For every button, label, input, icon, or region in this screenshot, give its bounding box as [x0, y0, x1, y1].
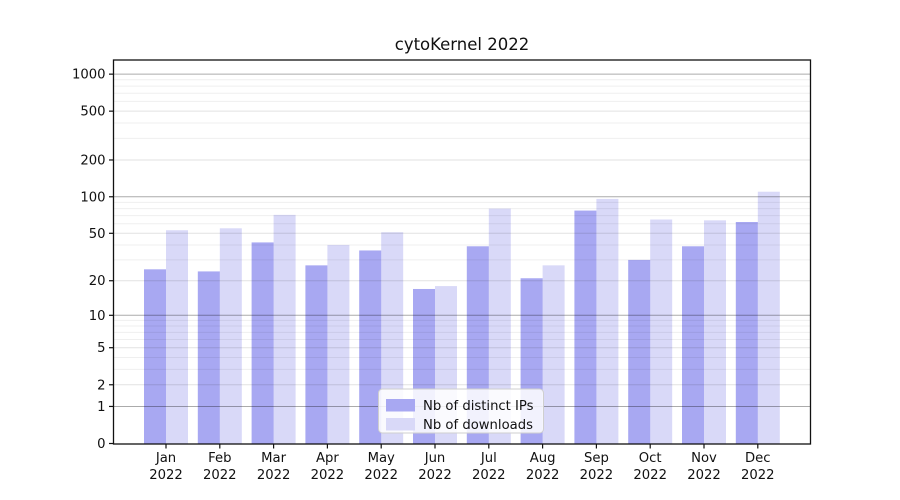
bar-distinct-ips-oct	[628, 259, 651, 444]
legend-label: Nb of downloads	[423, 418, 533, 433]
x-tick-label-month: Jul	[480, 451, 497, 466]
y-tick-label: 1000	[72, 68, 106, 83]
bar-downloads-oct	[650, 219, 673, 444]
bar-downloads-mar	[273, 214, 296, 444]
x-tick-label-month: Jan	[155, 451, 176, 466]
bar-downloads-jan	[166, 230, 188, 444]
x-tick-label-month: Apr	[316, 451, 339, 466]
bar-distinct-ips-feb	[197, 271, 220, 444]
bar-downloads-dec	[757, 191, 780, 444]
bar-distinct-ips-mar	[251, 242, 274, 444]
y-tick-label: 100	[80, 190, 105, 205]
y-tick-label: 10	[89, 309, 106, 324]
y-tick-label: 50	[89, 227, 106, 242]
x-tick-label-month: Jun	[424, 451, 446, 466]
x-tick-label-year: 2022	[526, 468, 560, 483]
y-tick-label: 500	[80, 105, 105, 120]
legend-swatch-distinct-ips	[386, 399, 415, 412]
x-tick-label-month: Feb	[208, 451, 231, 466]
bar-downloads-feb	[219, 228, 242, 444]
bar-distinct-ips-apr	[305, 265, 328, 444]
x-tick-label-month: May	[368, 451, 395, 466]
x-tick-label-year: 2022	[149, 468, 183, 483]
x-tick-label-month: Sep	[584, 451, 609, 466]
bar-downloads-jul	[488, 208, 511, 444]
bar-downloads-nov	[704, 220, 726, 444]
bar-distinct-ips-sep	[574, 210, 597, 444]
x-tick-label-year: 2022	[311, 468, 345, 483]
x-tick-label-year: 2022	[364, 468, 398, 483]
bar-distinct-ips-dec	[735, 222, 758, 444]
y-tick-label: 0	[97, 437, 105, 452]
y-tick-label: 20	[89, 274, 106, 289]
bar-distinct-ips-may	[359, 250, 382, 444]
x-tick-label-year: 2022	[741, 468, 775, 483]
x-tick-label-month: Dec	[745, 451, 771, 466]
legend-box	[378, 388, 544, 434]
x-tick-label-month: Aug	[530, 451, 556, 466]
y-tick-label: 5	[97, 341, 105, 356]
x-tick-label-year: 2022	[472, 468, 506, 483]
x-tick-label-year: 2022	[633, 468, 667, 483]
x-tick-label-year: 2022	[203, 468, 237, 483]
x-tick-label-year: 2022	[418, 468, 452, 483]
y-tick-label: 2	[97, 378, 105, 393]
y-tick-label: 1	[97, 400, 105, 415]
legend: Nb of distinct IPs Nb of downloads	[378, 388, 544, 434]
x-tick-label-month: Oct	[639, 451, 662, 466]
plot-border	[112, 59, 812, 445]
chart-title: cytoKernel 2022	[394, 35, 530, 54]
legend-swatch-downloads	[386, 418, 415, 431]
legend-label: Nb of distinct IPs	[423, 399, 534, 414]
bar-distinct-ips-jan	[144, 269, 166, 444]
x-tick-label-month: Nov	[691, 451, 717, 466]
bar-downloads-apr	[327, 244, 350, 444]
x-axis: Jan 2022 Feb 2022 Mar 2022 Apr 2022 May 2022 Jun 20…	[149, 444, 775, 483]
x-tick-label-year: 2022	[257, 468, 291, 483]
bar-downloads-aug	[542, 265, 565, 444]
bar-distinct-ips-nov	[682, 246, 704, 444]
y-tick-label: 200	[80, 153, 105, 168]
x-tick-label-year: 2022	[687, 468, 721, 483]
bar-downloads-sep	[596, 198, 619, 444]
x-tick-label-month: Mar	[261, 451, 286, 466]
y-axis: 0 1 2 5 10 20 50 100 200 500 1000	[72, 68, 114, 452]
x-tick-label-year: 2022	[580, 468, 614, 483]
